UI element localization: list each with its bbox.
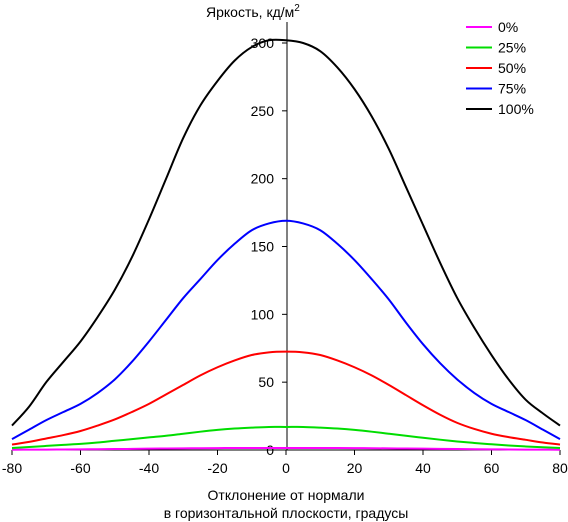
x-tick-label: 20 <box>347 460 363 476</box>
y-tick-label: 0 <box>266 442 274 458</box>
y-tick-label: 150 <box>251 239 275 255</box>
y-axis-label-superscript: 2 <box>294 3 300 14</box>
series-lines <box>11 38 561 451</box>
series-line-25pct <box>11 425 561 449</box>
x-tick-label: 40 <box>415 460 431 476</box>
y-tick-label: 250 <box>251 103 275 119</box>
series-line-0pct <box>11 446 561 451</box>
legend-label: 0% <box>498 19 518 35</box>
y-axis-label: Яркость, кд/м2 <box>206 3 300 20</box>
x-ticks: -80 -60 -40 -20 0 20 40 60 80 <box>2 450 568 476</box>
x-tick-label: 60 <box>484 460 500 476</box>
x-axis-label-line-2: в горизонтальной плоскости, градусы <box>164 505 409 521</box>
series-line-75pct <box>11 219 561 441</box>
x-tick-label: -40 <box>139 460 159 476</box>
legend-label: 100% <box>498 101 534 117</box>
x-axis-label-line-1: Отклонение от нормали <box>208 487 365 503</box>
series-line-50pct <box>11 350 561 446</box>
axes <box>12 22 560 451</box>
legend: 0% 25% 50% 75% 100% <box>466 19 534 117</box>
legend-label: 75% <box>498 81 526 97</box>
y-tick-label: 100 <box>251 306 275 322</box>
x-tick-label: -80 <box>2 460 22 476</box>
legend-label: 50% <box>498 60 526 76</box>
y-tick-label: 200 <box>251 171 275 187</box>
x-tick-label: 0 <box>282 460 290 476</box>
legend-label: 25% <box>498 40 526 56</box>
y-tick-label: 50 <box>258 374 274 390</box>
x-tick-label: 80 <box>552 460 568 476</box>
x-tick-label: -60 <box>70 460 90 476</box>
series-line-100pct <box>11 38 561 427</box>
x-tick-label: -20 <box>207 460 227 476</box>
